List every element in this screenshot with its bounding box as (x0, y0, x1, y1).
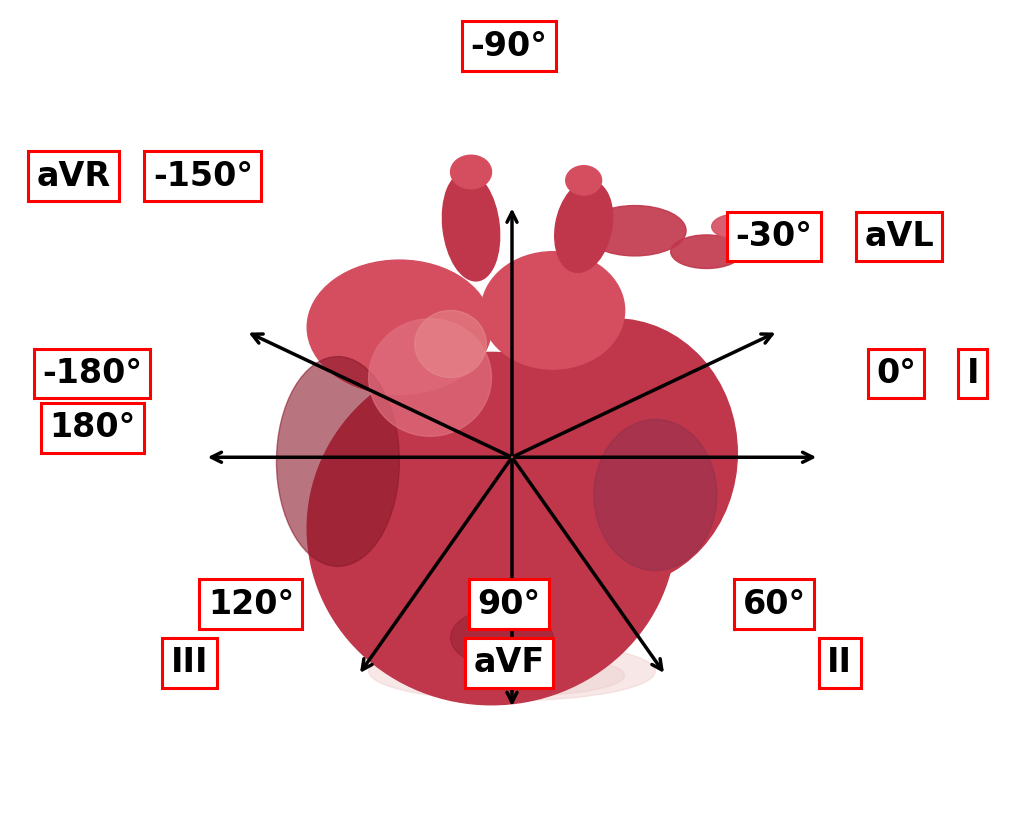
Text: -30°: -30° (735, 220, 813, 253)
Ellipse shape (442, 172, 500, 281)
Text: III: III (171, 646, 208, 680)
Text: 120°: 120° (208, 587, 294, 621)
Text: I: I (967, 357, 979, 390)
Text: aVF: aVF (473, 646, 545, 680)
Ellipse shape (492, 319, 737, 587)
Ellipse shape (451, 155, 492, 189)
Ellipse shape (566, 166, 602, 195)
Ellipse shape (671, 235, 742, 268)
Ellipse shape (594, 420, 717, 571)
Ellipse shape (712, 214, 763, 239)
Ellipse shape (584, 206, 686, 256)
Text: -180°: -180° (42, 357, 142, 390)
Ellipse shape (307, 352, 676, 705)
Text: 180°: 180° (49, 411, 135, 445)
Text: aVR: aVR (37, 159, 111, 193)
Text: -90°: -90° (470, 29, 548, 63)
Ellipse shape (369, 319, 492, 436)
Ellipse shape (555, 180, 612, 273)
Ellipse shape (369, 642, 655, 701)
Text: 90°: 90° (477, 587, 541, 621)
Text: II: II (827, 646, 852, 680)
Ellipse shape (399, 654, 625, 696)
Ellipse shape (481, 252, 625, 369)
Text: -150°: -150° (153, 159, 253, 193)
Text: aVL: aVL (864, 220, 934, 253)
Text: 0°: 0° (877, 357, 915, 390)
Ellipse shape (451, 608, 553, 667)
Ellipse shape (307, 260, 492, 394)
Text: 60°: 60° (742, 587, 806, 621)
Ellipse shape (415, 310, 486, 378)
Ellipse shape (276, 357, 399, 566)
